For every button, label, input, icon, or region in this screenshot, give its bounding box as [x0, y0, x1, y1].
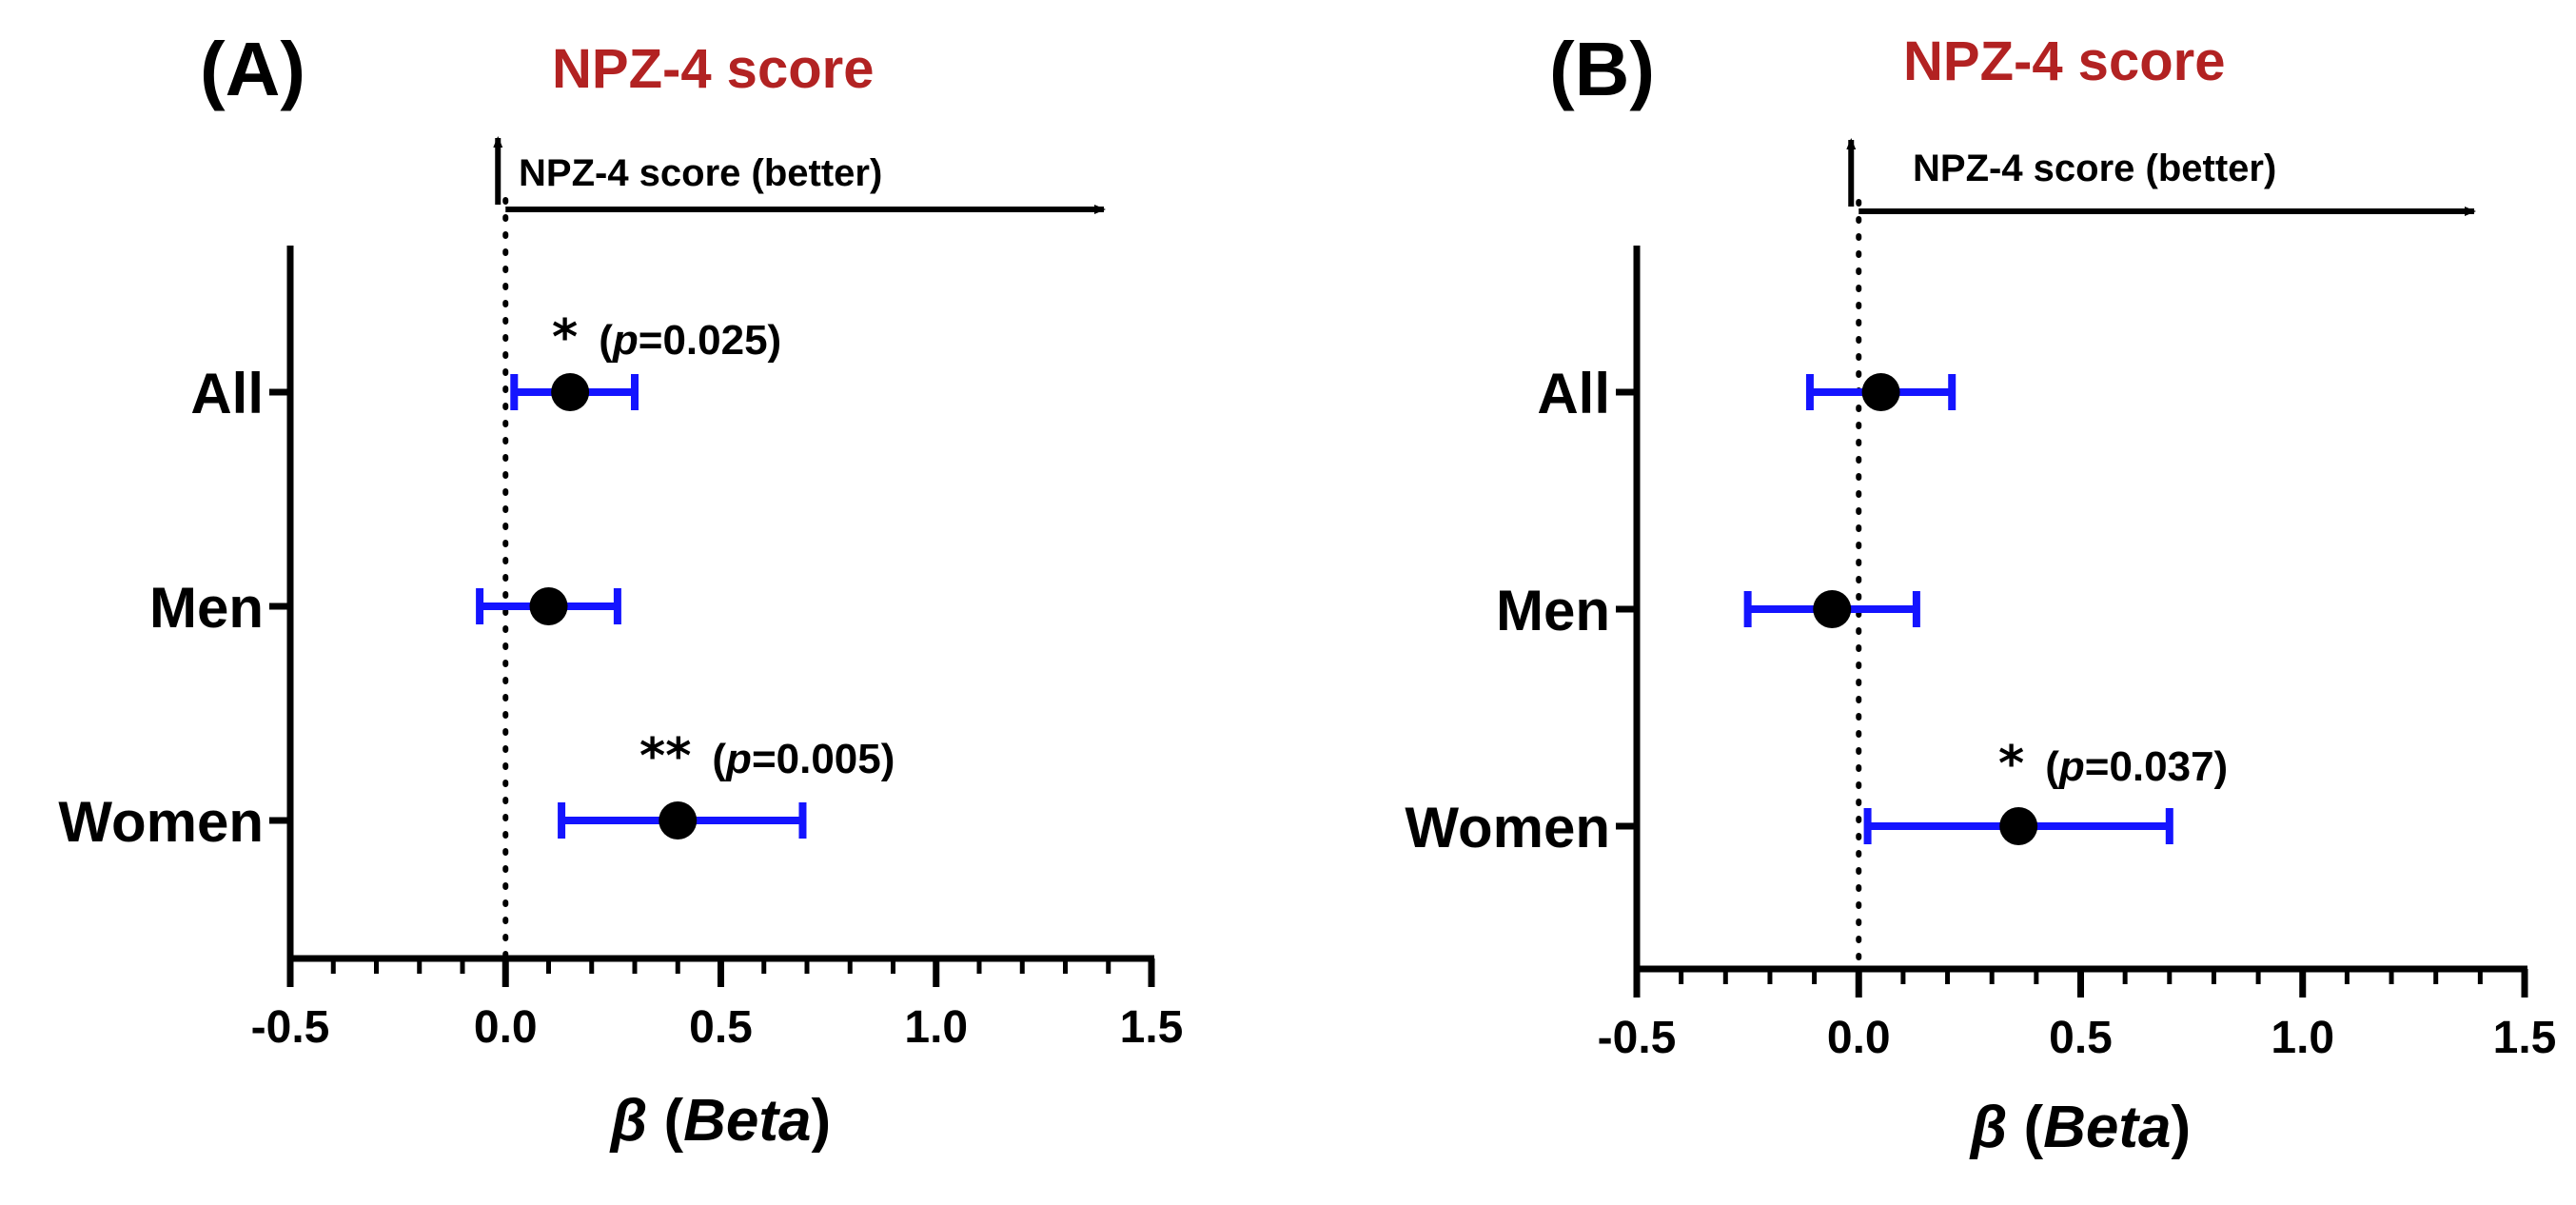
x-tick-labels: -0.5 0.0 0.5 1.0 1.5 — [251, 1002, 1184, 1053]
x-axis-title-close: ) — [812, 1088, 832, 1154]
panel-a: (A) NPZ-4 score NPZ-4 score (better) All… — [58, 27, 1183, 1154]
category-label-all: All — [1537, 362, 1610, 425]
x-axis-title-close: ) — [2172, 1095, 2192, 1160]
x-tick-label: 0.5 — [2049, 1013, 2113, 1063]
x-axis-title-open: ( — [2024, 1095, 2044, 1160]
point-estimate-women — [659, 801, 698, 840]
category-labels: All Men Women — [58, 362, 264, 854]
sig-stars: * — [1998, 736, 2024, 793]
x-tick-label: -0.5 — [251, 1002, 330, 1053]
category-label-all: All — [190, 362, 264, 425]
sig-p-value: =0.005) — [752, 736, 895, 782]
significance-annotations: * (p=0.025) ** (p=0.005) — [552, 309, 895, 785]
category-label-women: Women — [58, 790, 264, 854]
x-tick-label: 1.5 — [2493, 1013, 2557, 1063]
category-label-men: Men — [149, 576, 264, 640]
x-axis-title-open: ( — [664, 1088, 684, 1154]
significance-label-all: * (p=0.025) — [552, 309, 781, 366]
significance-label-women: ** (p=0.005) — [639, 728, 895, 785]
x-axis-title: β (Beta) — [609, 1088, 831, 1154]
panel-label: (A) — [200, 27, 305, 111]
plot-geometry — [1616, 138, 2528, 998]
panel-label: (B) — [1549, 27, 1655, 111]
x-tick-labels: -0.5 0.0 0.5 1.0 1.5 — [1598, 1013, 2557, 1063]
sig-p-value: =0.025) — [639, 317, 781, 364]
sig-open: ( — [2045, 743, 2059, 790]
sig-p-label: p — [725, 736, 752, 782]
point-estimate-men — [529, 587, 568, 625]
significance-label-women: * (p=0.037) — [1998, 736, 2228, 793]
x-axis-title-symbol: β — [609, 1088, 647, 1154]
category-labels: All Men Women — [1405, 362, 1610, 859]
x-tick-label: -0.5 — [1598, 1013, 1677, 1063]
category-label-men: Men — [1496, 579, 1610, 642]
significance-annotations: * (p=0.037) — [1998, 736, 2228, 793]
chart-title: NPZ-4 score — [552, 38, 874, 100]
x-axis-title-symbol: β — [1969, 1095, 2007, 1160]
x-tick-label: 1.5 — [1120, 1002, 1184, 1053]
direction-arrow-label: NPZ-4 score (better) — [519, 152, 882, 194]
point-estimate-all — [551, 373, 590, 411]
x-axis-title-text: Beta — [683, 1088, 811, 1154]
sig-open: ( — [712, 736, 726, 782]
plot-geometry — [269, 136, 1155, 987]
chart-title: NPZ-4 score — [1903, 30, 2225, 92]
sig-p-label: p — [612, 317, 639, 364]
point-estimate-men — [1813, 590, 1852, 628]
direction-arrow-label: NPZ-4 score (better) — [1913, 148, 2276, 189]
sig-stars: * — [552, 309, 578, 366]
sig-p-value: =0.037) — [2085, 743, 2228, 790]
x-axis-title-text: Beta — [2043, 1095, 2171, 1160]
x-tick-label: 0.5 — [689, 1002, 753, 1053]
x-tick-label: 0.0 — [1827, 1013, 1891, 1063]
sig-p-label: p — [2058, 743, 2085, 790]
x-tick-label: 1.0 — [2271, 1013, 2334, 1063]
category-label-women: Women — [1405, 796, 1610, 859]
x-tick-label: 1.0 — [904, 1002, 968, 1053]
x-axis-title: β (Beta) — [1969, 1095, 2191, 1160]
sig-open: ( — [599, 317, 613, 364]
x-tick-label: 0.0 — [474, 1002, 538, 1053]
panel-b: (B) NPZ-4 score NPZ-4 score (better) All… — [1405, 27, 2556, 1160]
sig-stars: ** — [639, 728, 691, 785]
point-estimate-all — [1861, 373, 1900, 411]
point-estimate-women — [1999, 807, 2038, 845]
